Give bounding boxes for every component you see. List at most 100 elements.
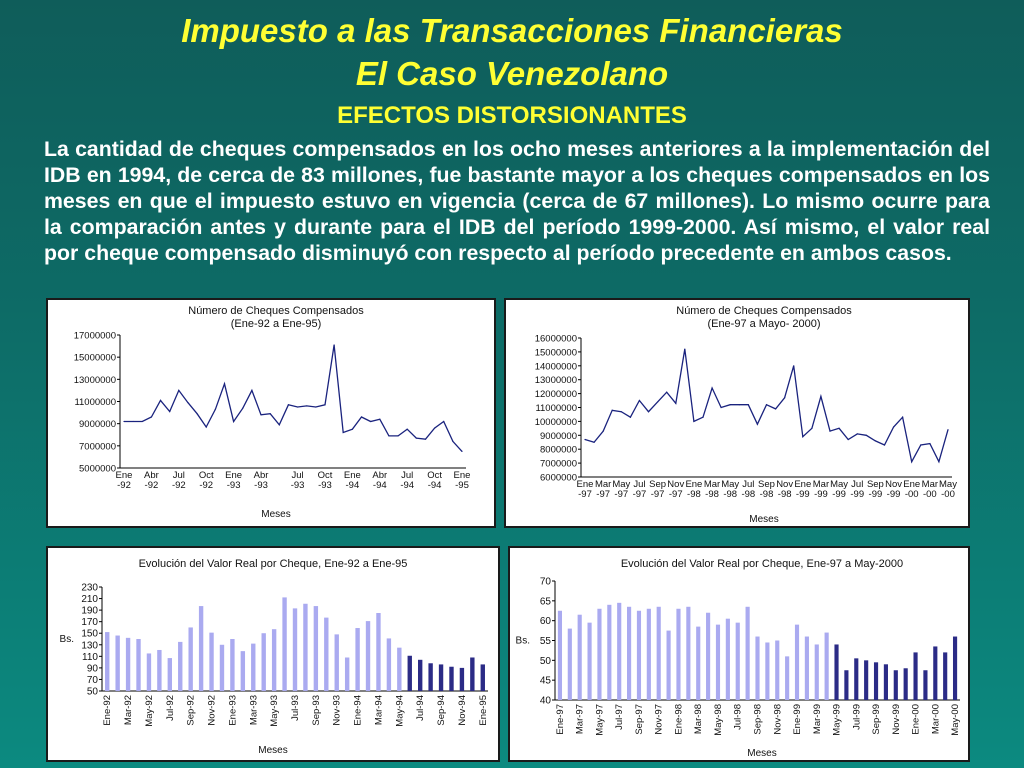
x-tick-label-part: -99: [850, 489, 864, 500]
y-tick-label: 60: [540, 616, 552, 627]
bar: [178, 641, 183, 691]
bar: [459, 667, 465, 691]
bar: [209, 632, 214, 691]
bar: [893, 670, 898, 700]
x-tick-label-part: Oct: [199, 470, 214, 481]
bar: [557, 610, 563, 700]
x-axis-label: Meses: [749, 514, 778, 525]
data-point: [379, 418, 381, 420]
data-point: [169, 410, 171, 413]
x-tick-label: Sep-94: [436, 695, 447, 726]
bar: [834, 644, 839, 700]
x-tick-label-part: Sep: [867, 479, 884, 490]
bar: [397, 647, 402, 691]
x-tick-label: Ene-99: [792, 704, 803, 735]
chart-panel-valor-97-00: Evolución del Valor Real por Cheque, Ene…: [508, 546, 970, 762]
bar: [725, 618, 730, 700]
data-point: [874, 440, 876, 442]
x-tick-label-part: -99: [869, 489, 883, 500]
bar: [417, 659, 423, 691]
x-tick-label: May-99: [832, 704, 843, 736]
x-tick-label-part: -97: [669, 489, 683, 500]
data-point: [711, 387, 713, 389]
series-line: [584, 348, 949, 464]
x-tick-label-part: -93: [227, 480, 241, 491]
y-axis-label: Bs.: [60, 634, 74, 645]
x-tick-label: May-92: [144, 695, 155, 727]
x-tick-label-part: Mar: [704, 479, 720, 490]
data-point: [251, 389, 253, 392]
data-point: [342, 431, 344, 434]
y-tick-label: 50: [87, 687, 99, 698]
data-point: [947, 429, 949, 431]
data-point: [178, 389, 180, 392]
x-tick-label-part: May: [612, 479, 630, 490]
bar: [587, 622, 592, 700]
x-axis-label: Meses: [747, 748, 776, 759]
bar: [864, 660, 869, 700]
x-tick-label-part: -98: [741, 489, 755, 500]
data-point: [296, 406, 299, 408]
bar: [355, 628, 360, 691]
data-point: [892, 426, 895, 428]
x-tick-label-part: Oct: [427, 470, 442, 481]
x-tick-label-part: -00: [941, 489, 955, 500]
data-point: [684, 348, 686, 350]
x-tick-label: Mar-00: [930, 704, 941, 734]
x-tick-label-part: Ene: [116, 470, 133, 481]
bar: [470, 657, 475, 691]
data-point: [847, 438, 849, 441]
x-tick-label: May-00: [950, 704, 961, 736]
y-tick-label: 45: [540, 676, 552, 687]
x-axis-label: Meses: [258, 745, 287, 756]
data-point: [315, 406, 317, 408]
x-tick-label-part: -00: [923, 489, 937, 500]
y-tick-label: 90: [87, 663, 99, 674]
bar-chart-valor-97-00: Evolución del Valor Real por Cheque, Ene…: [516, 558, 962, 759]
x-tick-label-part: May: [721, 479, 739, 490]
data-point: [443, 420, 445, 423]
x-tick-label: Sep-99: [871, 704, 882, 735]
bar-chart-valor-92-95: Evolución del Valor Real por Cheque, Ene…: [60, 558, 489, 756]
bar: [814, 644, 819, 700]
bar: [136, 639, 141, 691]
x-tick-label: Ene-95: [478, 695, 489, 726]
x-tick-label-part: -98: [705, 489, 719, 500]
bar: [105, 632, 110, 691]
data-point: [820, 395, 822, 397]
x-tick-label: May-94: [394, 695, 405, 727]
data-point: [638, 399, 641, 402]
x-tick-label-part: -92: [117, 480, 131, 491]
x-tick-label-part: Nov: [667, 479, 684, 490]
x-tick-label: Ene-00: [911, 704, 922, 735]
chart-panel-cheques-97-00: Número de Cheques Compensados (Ene-97 a M…: [504, 298, 970, 528]
bar: [676, 608, 681, 700]
data-point: [593, 441, 595, 443]
data-point: [738, 404, 740, 406]
chart-title: Evolución del Valor Real por Cheque, Ene…: [621, 558, 903, 570]
x-tick-label-part: May: [939, 479, 957, 490]
y-tick-label: 230: [81, 583, 98, 594]
x-tick-label-part: -99: [887, 489, 901, 500]
x-tick-label: Ene-92: [102, 695, 113, 726]
y-tick-label: 70: [540, 577, 552, 588]
x-tick-label: May-97: [594, 704, 605, 736]
bar: [115, 635, 120, 691]
x-tick-label: Ene-94: [353, 695, 364, 726]
y-tick-label: 12000000: [535, 389, 577, 400]
bar: [745, 606, 750, 700]
x-tick-label: Nov-99: [891, 704, 902, 735]
x-tick-label-part: -97: [614, 489, 628, 500]
bar: [292, 608, 298, 691]
y-tick-label: 9000000: [79, 419, 116, 430]
bar: [480, 664, 485, 691]
bar: [804, 636, 809, 700]
bar: [386, 638, 392, 691]
bar: [952, 636, 958, 700]
chart-title: Número de Cheques Compensados: [676, 305, 852, 317]
data-point: [774, 408, 777, 410]
data-point: [793, 365, 795, 367]
x-tick-label-part: Oct: [318, 470, 333, 481]
x-tick-label-part: -98: [778, 489, 792, 500]
x-tick-label: Ene-97: [555, 704, 566, 735]
